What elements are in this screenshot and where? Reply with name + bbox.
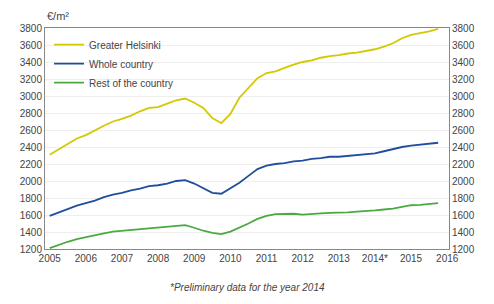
svg-text:3800: 3800	[20, 23, 43, 34]
svg-text:2000: 2000	[20, 176, 43, 187]
svg-text:3000: 3000	[452, 91, 475, 102]
svg-text:2000: 2000	[452, 176, 475, 187]
svg-text:2600: 2600	[20, 125, 43, 136]
svg-text:1800: 1800	[20, 193, 43, 204]
svg-text:3400: 3400	[452, 57, 475, 68]
svg-text:1200: 1200	[452, 244, 475, 255]
svg-text:1800: 1800	[452, 193, 475, 204]
svg-text:2010: 2010	[219, 253, 242, 264]
svg-text:Whole country: Whole country	[89, 59, 153, 70]
svg-text:3800: 3800	[452, 23, 475, 34]
svg-text:2005: 2005	[39, 253, 62, 264]
svg-text:2015: 2015	[400, 253, 423, 264]
svg-text:2400: 2400	[20, 142, 43, 153]
svg-text:2800: 2800	[20, 108, 43, 119]
svg-text:*Preliminary data for the year: *Preliminary data for the year 2014	[170, 282, 325, 293]
svg-text:2800: 2800	[452, 108, 475, 119]
svg-text:2009: 2009	[183, 253, 206, 264]
svg-text:1400: 1400	[452, 227, 475, 238]
svg-text:3600: 3600	[20, 40, 43, 51]
svg-text:2006: 2006	[75, 253, 98, 264]
svg-text:Rest of the country: Rest of the country	[89, 78, 173, 89]
svg-text:Greater Helsinki: Greater Helsinki	[89, 40, 161, 51]
svg-text:3000: 3000	[20, 91, 43, 102]
svg-text:2600: 2600	[452, 125, 475, 136]
svg-text:2016: 2016	[436, 253, 459, 264]
svg-text:3200: 3200	[452, 74, 475, 85]
svg-text:2400: 2400	[452, 142, 475, 153]
svg-text:2007: 2007	[111, 253, 134, 264]
svg-text:1600: 1600	[20, 210, 43, 221]
svg-text:2011: 2011	[256, 253, 278, 264]
svg-text:€/m²: €/m²	[47, 10, 69, 22]
svg-text:2008: 2008	[147, 253, 170, 264]
svg-text:2200: 2200	[452, 159, 475, 170]
svg-text:2013: 2013	[328, 253, 351, 264]
svg-text:3400: 3400	[20, 57, 43, 68]
svg-text:2014*: 2014*	[362, 253, 388, 264]
svg-text:3200: 3200	[20, 74, 43, 85]
svg-text:2200: 2200	[20, 159, 43, 170]
svg-text:1600: 1600	[452, 210, 475, 221]
svg-text:1200: 1200	[20, 244, 43, 255]
svg-text:3600: 3600	[452, 40, 475, 51]
svg-text:2012: 2012	[292, 253, 315, 264]
svg-text:1400: 1400	[20, 227, 43, 238]
